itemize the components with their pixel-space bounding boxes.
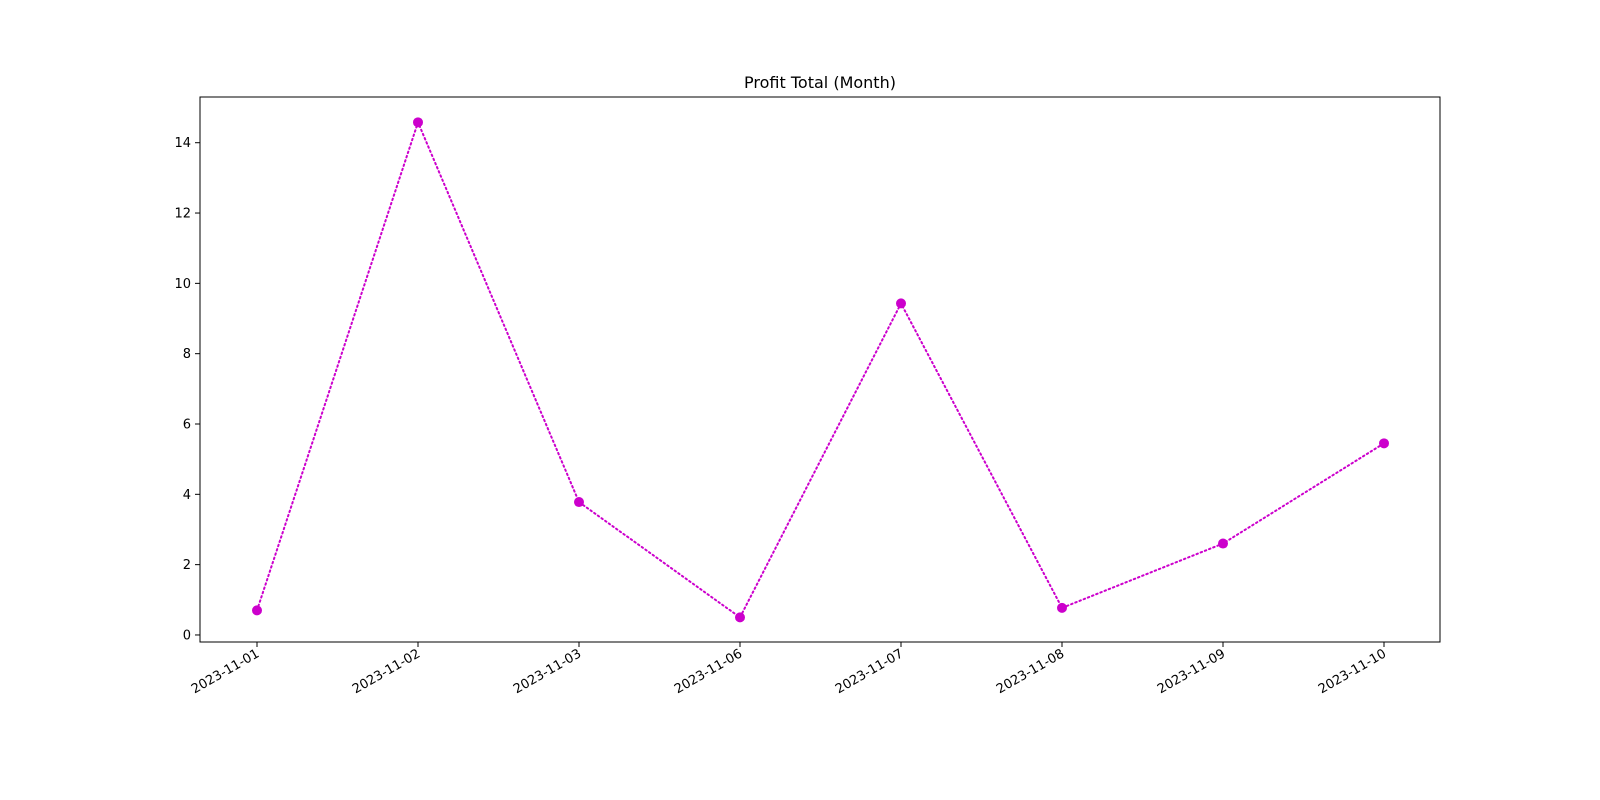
plot-area-frame bbox=[199, 96, 1441, 643]
y-tick-label: 4 bbox=[183, 488, 191, 503]
series-line bbox=[256, 119, 1385, 619]
x-tick-label: 2023-11-01 bbox=[189, 646, 262, 697]
y-tick-label: 8 bbox=[183, 347, 191, 362]
data-point bbox=[1057, 602, 1067, 613]
y-tick-label: 2 bbox=[183, 558, 191, 573]
data-point bbox=[735, 612, 745, 623]
series-layer bbox=[252, 117, 1389, 623]
data-point bbox=[1218, 538, 1228, 549]
y-tick-label: 12 bbox=[174, 207, 191, 222]
x-tick-label: 2023-11-02 bbox=[350, 646, 423, 697]
y-axis: 0 2 4 6 8 10 12 14 bbox=[174, 136, 200, 643]
x-axis: 2023-11-01 2023-11-02 2023-11-03 2023-11-06… bbox=[189, 642, 1389, 697]
x-tick-label: 2023-11-07 bbox=[833, 646, 906, 697]
data-point bbox=[574, 497, 584, 508]
x-tick-label: 2023-11-03 bbox=[511, 646, 584, 697]
data-point bbox=[1379, 438, 1389, 449]
data-point bbox=[252, 605, 262, 616]
data-point bbox=[413, 117, 423, 128]
chart-title: Profit Total (Month) bbox=[744, 73, 896, 92]
x-tick-label: 2023-11-10 bbox=[1316, 646, 1389, 697]
data-point bbox=[896, 298, 906, 309]
y-tick-label: 0 bbox=[183, 628, 191, 643]
y-tick-label: 14 bbox=[174, 136, 191, 151]
y-tick-label: 10 bbox=[174, 277, 191, 292]
x-tick-label: 2023-11-08 bbox=[994, 646, 1067, 697]
x-tick-label: 2023-11-06 bbox=[672, 646, 745, 697]
y-tick-label: 6 bbox=[183, 418, 191, 433]
x-tick-label: 2023-11-09 bbox=[1155, 646, 1228, 697]
